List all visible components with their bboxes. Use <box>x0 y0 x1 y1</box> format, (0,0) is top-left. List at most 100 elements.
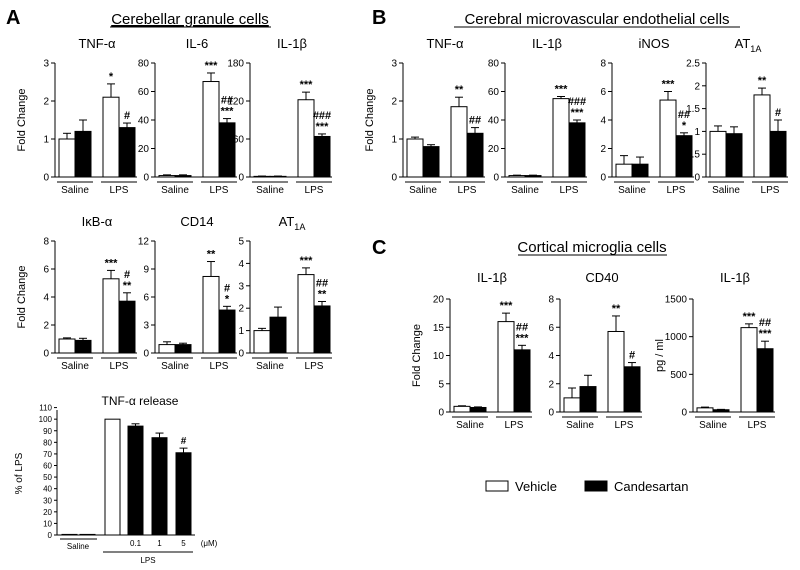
y-tick-label: 9 <box>143 265 149 276</box>
y-tick-label: 0 <box>48 531 53 540</box>
panel-letter-b: B <box>372 7 386 29</box>
bar-candesartan-lps <box>513 349 531 413</box>
y-tick-label: 0 <box>438 408 444 419</box>
bar-vehicle-lps <box>297 99 315 178</box>
significance-mark: ** <box>758 75 767 87</box>
chart-title: IL-6 <box>186 36 208 51</box>
y-tick-label: 5 <box>438 379 444 390</box>
y-tick-label: 1 <box>694 127 700 138</box>
y-axis-label: Fold Change <box>364 89 376 152</box>
y-tick-label: 20 <box>433 295 445 306</box>
significance-mark: ** <box>123 280 132 292</box>
legend-vehicle-label: Vehicle <box>515 479 557 494</box>
bar-vehicle-saline <box>58 338 76 354</box>
significance-mark: * <box>109 71 114 83</box>
y-tick-label: 0 <box>493 173 499 184</box>
chart-b-8: IL-1β 0 20 40 60 80 ******### Saline LPS <box>488 36 587 196</box>
y-tick-label: 2 <box>238 304 244 315</box>
y-tick-label: 90 <box>43 427 52 436</box>
y-axis-label: Fold Change <box>16 89 28 152</box>
significance-mark: *** <box>500 300 514 312</box>
x-label-saline: Saline <box>61 185 89 196</box>
significance-mark: ## <box>516 321 528 333</box>
significance-mark: *** <box>759 328 773 340</box>
y-tick-label: 0 <box>694 173 700 184</box>
significance-mark: ** <box>612 303 621 315</box>
significance-mark: ### <box>313 110 331 122</box>
chart-a-6: TNF-α release 0 10 20 30 40 50 60 70 80 90 100 110 % … <box>14 394 218 565</box>
x-label-lps: LPS <box>560 185 579 196</box>
bar-candesartan-lps <box>568 122 586 178</box>
panel-letter-a: A <box>6 7 20 29</box>
y-tick-label: 0 <box>681 408 687 419</box>
y-tick-label: 60 <box>43 462 52 471</box>
x-label-saline: Saline <box>67 542 90 551</box>
y-tick-label: 10 <box>43 519 52 528</box>
chart-title: iNOS <box>638 36 669 51</box>
chart-b-10: AT1A 0 0.5 1 1.5 2 2.5 ** # Saline LPS <box>686 36 788 196</box>
bar-release-2 <box>104 418 121 536</box>
y-tick-label: 0 <box>238 173 244 184</box>
y-tick-label: 40 <box>138 116 150 127</box>
panel-letter-c: C <box>372 237 386 259</box>
significance-mark: ## <box>221 95 233 107</box>
y-tick-label: 1000 <box>665 332 688 343</box>
chart-title: AT1A <box>279 214 307 232</box>
significance-mark: *** <box>555 83 569 95</box>
y-tick-label: 12 <box>138 237 150 248</box>
y-tick-label: 20 <box>488 144 500 155</box>
y-tick-label: 80 <box>138 59 150 70</box>
y-tick-label: 6 <box>600 87 606 98</box>
significance-mark: * <box>682 120 687 132</box>
bar-candesartan-saline <box>422 146 440 178</box>
y-tick-label: 0 <box>143 349 149 360</box>
significance-mark: # <box>124 110 130 122</box>
chart-title: TNF-α <box>78 36 116 51</box>
bar-candesartan-saline <box>579 386 597 413</box>
y-tick-label: 0 <box>143 173 149 184</box>
significance-mark: *** <box>571 107 585 119</box>
x-label-lps: LPS <box>305 361 324 372</box>
y-tick-label: 4 <box>43 293 49 304</box>
bar-vehicle-lps <box>102 96 120 178</box>
x-label-saline: Saline <box>256 361 284 372</box>
x-label-saline: Saline <box>61 361 89 372</box>
y-tick-label: 6 <box>143 293 149 304</box>
bar-vehicle-lps <box>607 330 625 413</box>
y-tick-label: 0 <box>391 173 397 184</box>
bar-candesartan-lps <box>769 130 787 178</box>
chart-c-12: CD40 0 2 4 6 8 ** # Saline LPS <box>548 270 642 431</box>
bar-candesartan-saline <box>631 163 649 178</box>
y-tick-label: 120 <box>227 97 244 108</box>
heading-cerebellar-granule-cells: Cerebellar granule cells <box>111 11 269 28</box>
chart-title: IL-1β <box>477 270 507 285</box>
y-tick-label: 0 <box>43 173 49 184</box>
y-tick-label: 0 <box>43 349 49 360</box>
y-tick-label: 6 <box>43 265 49 276</box>
x-label-saline: Saline <box>566 420 594 431</box>
bar-vehicle-saline <box>58 138 76 178</box>
chart-title: TNF-α <box>426 36 464 51</box>
y-tick-label: 10 <box>433 351 445 362</box>
x-label-lps: LPS <box>305 185 324 196</box>
x-label-lps: LPS <box>110 185 129 196</box>
bar-candesartan-lps <box>118 300 136 354</box>
y-tick-label: 60 <box>138 87 150 98</box>
chart-title: CD40 <box>585 270 618 285</box>
bar-candesartan-lps <box>466 132 484 178</box>
bar-candesartan-lps <box>118 127 136 178</box>
bar-vehicle-lps <box>202 81 220 178</box>
y-tick-label: 2.5 <box>686 59 700 70</box>
y-tick-label: 3 <box>391 59 397 70</box>
y-tick-label: 110 <box>39 404 52 413</box>
significance-mark: ## <box>316 277 328 289</box>
y-tick-label: 0 <box>238 349 244 360</box>
bar-vehicle-saline <box>253 330 271 354</box>
chart-title: AT1A <box>735 36 763 54</box>
bar-vehicle-lps <box>297 274 315 354</box>
legend-vehicle-swatch <box>485 480 509 492</box>
